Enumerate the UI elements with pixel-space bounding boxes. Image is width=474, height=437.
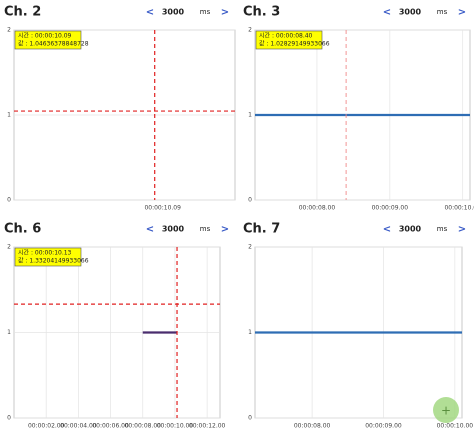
y-tick-label: 1 <box>248 329 252 336</box>
x-tick-label: 00:00:08.00 <box>125 423 162 430</box>
y-tick-label: 1 <box>7 112 11 119</box>
next-button[interactable]: > <box>458 224 466 235</box>
x-tick-label: 00:00:10.00 <box>437 423 474 430</box>
touch-indicator <box>433 397 459 423</box>
window-unit: ms <box>200 8 211 16</box>
x-tick-label: 00:00:06.00 <box>92 423 129 430</box>
window-unit: ms <box>200 225 211 233</box>
window-size: 3000 <box>162 225 185 234</box>
y-tick-label: 2 <box>7 27 11 34</box>
next-button[interactable]: > <box>221 224 229 235</box>
y-tick-label: 1 <box>7 329 11 336</box>
tooltip-value: 값 : 1.33204149933066 <box>18 257 89 265</box>
x-tick-label: 00:00:10.00 <box>444 205 474 212</box>
y-tick-label: 0 <box>7 197 11 204</box>
window-unit: ms <box>437 8 448 16</box>
channel-title: Ch. 3 <box>243 5 280 20</box>
tooltip-value: 값 : 1.04636378848728 <box>18 40 89 48</box>
next-button[interactable]: > <box>458 7 466 18</box>
y-tick-label: 0 <box>248 415 252 422</box>
channel-title: Ch. 6 <box>4 222 41 237</box>
prev-button[interactable]: < <box>383 7 391 18</box>
x-tick-label: 00:00:09.00 <box>365 423 402 430</box>
y-tick-label: 2 <box>7 244 11 251</box>
y-tick-label: 1 <box>248 112 252 119</box>
tooltip-value: 값 : 1.02829149933066 <box>259 40 330 48</box>
channel-title: Ch. 7 <box>243 222 280 237</box>
prev-button[interactable]: < <box>146 224 154 235</box>
cursor-tooltip <box>255 30 323 50</box>
cursor-tooltip <box>14 247 82 267</box>
x-tick-label: 00:00:12.00 <box>189 423 226 430</box>
next-button[interactable]: > <box>221 7 229 18</box>
window-size: 3000 <box>399 8 422 17</box>
x-tick-label: 00:00:04.00 <box>60 423 97 430</box>
tooltip-time: 시간 : 00:00:10.13 <box>18 249 72 257</box>
x-tick-label: 00:00:02.00 <box>28 423 65 430</box>
prev-button[interactable]: < <box>146 7 154 18</box>
x-tick-label: 00:00:09.00 <box>372 205 409 212</box>
x-tick-label: 00:00:08.00 <box>294 423 331 430</box>
window-unit: ms <box>437 225 448 233</box>
tooltip-time: 시간 : 00:00:10.09 <box>18 32 72 40</box>
prev-button[interactable]: < <box>383 224 391 235</box>
tooltip-time: 시간 : 00:00:08.40 <box>259 32 313 40</box>
y-tick-label: 0 <box>248 197 252 204</box>
window-size: 3000 <box>162 8 185 17</box>
x-tick-label: 00:00:08.00 <box>299 205 336 212</box>
cursor-tooltip <box>14 30 82 50</box>
cursor-axis-label: 00:00:10.09 <box>144 205 181 212</box>
y-tick-label: 0 <box>7 415 11 422</box>
x-tick-label: 00:00:10.00 <box>157 423 194 430</box>
channel-title: Ch. 2 <box>4 5 41 20</box>
window-size: 3000 <box>399 225 422 234</box>
touch-plus: + <box>441 404 451 418</box>
y-tick-label: 2 <box>248 244 252 251</box>
y-tick-label: 2 <box>248 27 252 34</box>
